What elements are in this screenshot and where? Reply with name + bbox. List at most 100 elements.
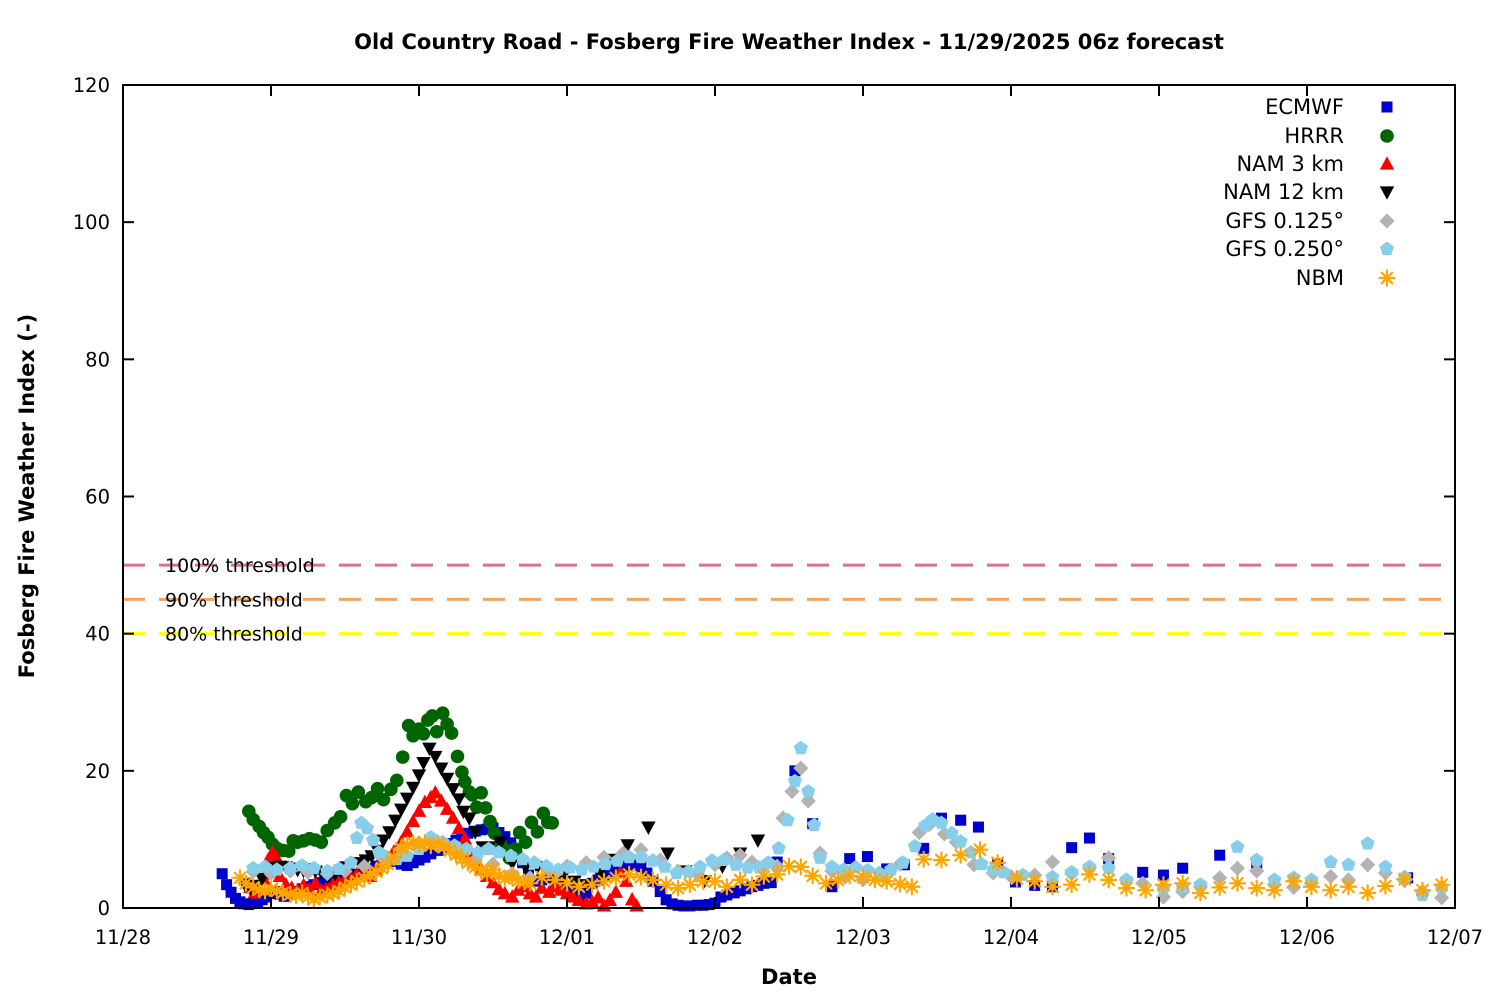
asterisk-point <box>1248 879 1266 897</box>
diamond-point <box>356 858 372 874</box>
asterisk-ray <box>283 887 297 901</box>
pentagon-point <box>974 856 989 871</box>
pentagon-point <box>343 855 358 869</box>
legend-label-nam12km: NAM 12 km <box>1223 180 1344 205</box>
asterisk-point <box>644 871 662 889</box>
diamond-glyph <box>1379 213 1395 229</box>
series-hrrr <box>242 706 559 865</box>
triangle-down-point <box>411 769 427 783</box>
square-point <box>505 837 517 849</box>
pentagon-point <box>283 860 298 875</box>
x-tick-label: 11/30 <box>391 926 447 949</box>
pentagon-point <box>634 849 648 864</box>
pentagon-point <box>807 817 822 831</box>
pentagon-point <box>953 834 968 848</box>
square-point <box>629 859 641 871</box>
square-point <box>635 861 647 873</box>
square-point <box>672 899 684 911</box>
square-point <box>654 886 666 898</box>
diamond-point <box>1212 870 1228 886</box>
asterisk-point <box>743 876 761 894</box>
circle-glyph <box>1380 128 1394 143</box>
asterisk-ray <box>511 874 525 887</box>
triangle-down-point <box>439 772 455 787</box>
pentagon-point <box>539 858 554 873</box>
pentagon-point <box>780 812 795 827</box>
circle-point <box>370 781 385 796</box>
triangle-up-point <box>534 880 550 894</box>
circle-point <box>450 749 465 764</box>
pentagon-point <box>1230 839 1245 853</box>
asterisk-ray <box>270 884 284 898</box>
asterisk-ray <box>295 886 309 900</box>
circle-point <box>474 785 488 800</box>
asterisk-point <box>829 871 847 889</box>
square-point <box>617 861 629 873</box>
asterisk-ray <box>973 843 987 857</box>
pentagon-point <box>258 859 273 873</box>
y-tick-label: 120 <box>73 74 110 97</box>
asterisk-glyph <box>1378 268 1396 287</box>
asterisk-ray <box>431 837 445 850</box>
pentagon-point <box>1045 869 1060 884</box>
pentagon-point <box>574 862 589 876</box>
triangle-up-point <box>584 894 600 908</box>
pentagon-point <box>645 853 660 867</box>
square-point <box>413 854 425 866</box>
asterisk-ray <box>1120 881 1133 895</box>
circle-point <box>458 775 472 789</box>
pentagon-point <box>716 852 731 866</box>
legend-item-ecmwf: ECMWF <box>1223 93 1400 121</box>
square-point <box>972 821 984 833</box>
asterisk-point <box>804 867 822 885</box>
circle-point <box>345 796 360 811</box>
triangle-down-point <box>660 847 675 861</box>
triangle-down-point <box>416 757 431 771</box>
asterisk-point <box>1228 874 1247 892</box>
asterisk-point <box>620 865 638 883</box>
asterisk-ray <box>609 871 623 885</box>
square-point <box>955 814 967 826</box>
triangle-down-point <box>451 793 467 807</box>
pentagon-point <box>693 859 708 873</box>
asterisk-ray <box>560 876 574 890</box>
legend-label-nam3km: NAM 3 km <box>1236 151 1344 176</box>
diamond-point <box>1044 854 1061 870</box>
pentagon-point <box>320 863 335 877</box>
pentagon-point <box>793 740 808 755</box>
pentagon-point <box>895 855 910 869</box>
triangle-down-point <box>620 839 635 853</box>
square-point <box>826 881 838 893</box>
asterisk-point <box>595 872 613 890</box>
triangle-up-point <box>439 801 455 815</box>
asterisk-point <box>1339 878 1358 896</box>
asterisk-ray <box>708 874 722 888</box>
asterisk-point <box>1433 876 1451 894</box>
pentagon-point <box>527 855 542 869</box>
asterisk-point <box>669 879 687 897</box>
triangle-up-point <box>619 873 634 887</box>
legend-label-nbm: NBM <box>1295 265 1344 290</box>
asterisk-ray <box>535 870 549 884</box>
pentagon-point <box>787 773 802 788</box>
triangle-up-point <box>399 824 415 838</box>
asterisk-ray <box>893 877 907 891</box>
diamond-point <box>578 855 594 871</box>
asterisk-ray <box>646 873 660 887</box>
triangle-up-point <box>571 892 587 907</box>
asterisk-ray <box>252 883 266 896</box>
asterisk-point <box>1043 878 1062 896</box>
series-gfs-0-250- <box>246 740 1449 901</box>
circle-point <box>314 835 329 849</box>
pentagon-point <box>586 859 601 873</box>
pentagon-point <box>728 857 743 871</box>
pentagon-point <box>681 864 696 878</box>
asterisk-point <box>755 867 773 886</box>
asterisk-point <box>891 875 909 893</box>
triangle-down-point <box>468 826 483 840</box>
series-gfs-0-125- <box>245 760 1450 906</box>
circle-point <box>483 814 497 829</box>
asterisk-point <box>1008 869 1026 888</box>
asterisk-point <box>817 874 835 892</box>
asterisk-point <box>583 876 601 894</box>
